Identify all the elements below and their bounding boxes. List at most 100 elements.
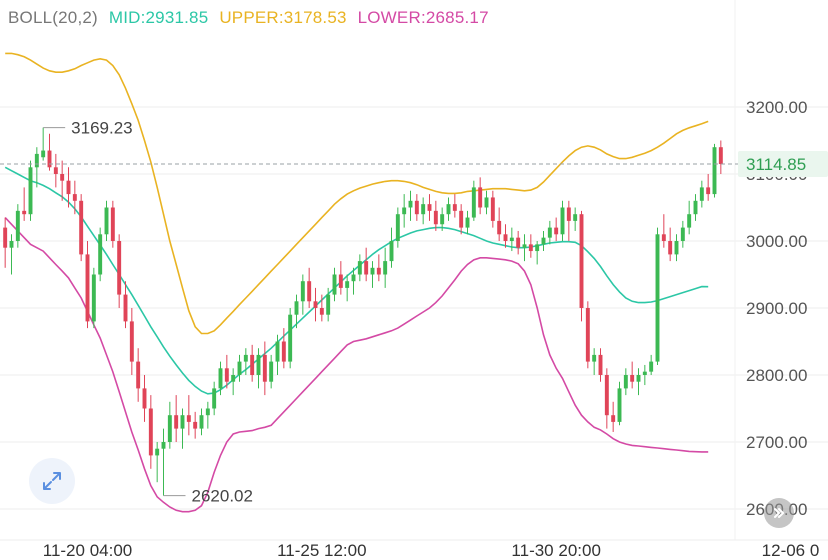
candle-body — [332, 274, 337, 295]
candle-body — [693, 200, 698, 215]
candle-body — [440, 214, 445, 225]
candle-body — [459, 210, 464, 228]
candle-body — [598, 354, 603, 375]
candle-body — [604, 375, 609, 416]
current-price-tag — [738, 151, 828, 178]
candle-body — [117, 241, 122, 295]
candle-body — [224, 368, 229, 382]
indicator-legend: BOLL(20,2) MID:2931.85 UPPER:3178.53 LOW… — [8, 8, 495, 28]
candle-body — [300, 281, 305, 302]
y-tick-label: 2900.00 — [746, 299, 807, 318]
candle-body — [579, 214, 584, 308]
legend-mid-value: MID:2931.85 — [108, 8, 209, 27]
candle-body — [623, 375, 628, 389]
boll-lower-line — [4, 217, 709, 513]
candle-body — [243, 354, 248, 362]
candle-body — [699, 187, 704, 201]
candle-body — [313, 301, 318, 308]
candle-body — [79, 200, 84, 255]
candle-body — [256, 354, 261, 375]
candle-body — [269, 361, 274, 382]
candle-body — [421, 204, 426, 215]
candle-body — [262, 354, 267, 382]
candle-body — [174, 415, 179, 429]
y-tick-label: 3200.00 — [746, 98, 807, 117]
candle-body — [718, 147, 723, 165]
candle-body — [680, 227, 685, 241]
candle-body — [535, 244, 540, 252]
candle-body — [408, 200, 413, 208]
candle-body — [129, 321, 134, 362]
candle-body — [655, 234, 660, 362]
legend-upper-value: UPPER:3178.53 — [219, 8, 347, 27]
legend-lower-value: LOWER:2685.17 — [357, 8, 489, 27]
candle-body — [395, 214, 400, 241]
expand-arrows-icon — [43, 472, 61, 490]
candle-body — [383, 261, 388, 275]
candle-body — [370, 267, 375, 275]
candle-body — [22, 210, 27, 215]
x-tick-label: 11-30 20:00 — [511, 541, 600, 560]
candle-body — [199, 415, 204, 429]
candle-body — [307, 281, 312, 302]
candle-body — [509, 237, 514, 241]
candle-body — [104, 207, 109, 235]
boll-upper-line — [5, 52, 709, 335]
candle-body — [661, 234, 666, 241]
candle-body — [85, 254, 90, 322]
expand-button[interactable] — [29, 458, 75, 504]
candle-body — [642, 371, 647, 375]
candle-body — [218, 368, 223, 389]
x-tick-label: 11-25 12:00 — [277, 541, 366, 560]
candle-body — [389, 241, 394, 262]
candle-body — [275, 341, 280, 362]
candle-body — [351, 274, 356, 282]
candle-body — [28, 167, 33, 215]
candle-body — [167, 415, 172, 442]
candle-body — [446, 204, 451, 215]
candle-body — [497, 220, 502, 235]
candle-body — [560, 207, 565, 235]
candle-body — [585, 308, 590, 362]
low-price-label: 2620.02 — [192, 487, 253, 506]
candle-body — [250, 354, 255, 375]
candle-body — [414, 200, 419, 215]
candle-body — [541, 237, 546, 245]
candle-body — [617, 388, 622, 422]
candle-body — [345, 281, 350, 288]
candle-body — [402, 207, 407, 215]
candle-body — [649, 361, 654, 372]
candle-body — [566, 207, 571, 221]
current-price-label: 3114.85 — [746, 155, 806, 174]
x-tick-label: 11-20 04:00 — [43, 541, 132, 560]
candle-body — [674, 241, 679, 255]
candle-body — [72, 194, 77, 201]
candle-body — [630, 375, 635, 382]
candle-body — [180, 415, 185, 429]
high-price-label: 3169.23 — [71, 119, 132, 138]
candle-body — [34, 153, 39, 168]
chevron-right-icon — [774, 508, 784, 518]
candle-body — [687, 214, 692, 228]
candle-body — [471, 187, 476, 218]
candle-body — [186, 415, 191, 422]
y-tick-label: 2800.00 — [746, 366, 807, 385]
scroll-right-button[interactable] — [764, 498, 794, 528]
candle-body — [91, 274, 96, 322]
candle-body — [212, 388, 217, 409]
candle-body — [364, 261, 369, 275]
candle-body — [516, 237, 521, 248]
candle-body — [3, 227, 8, 248]
candle-body — [357, 261, 362, 275]
candle-body — [573, 214, 578, 221]
candle-body — [9, 241, 14, 248]
candle-body — [288, 314, 293, 362]
candle-body — [205, 408, 210, 416]
candle-body — [66, 180, 71, 195]
y-tick-label: 2700.00 — [746, 433, 807, 452]
candle-body — [433, 210, 438, 225]
candle-body — [193, 421, 198, 429]
candle-body — [522, 244, 527, 248]
